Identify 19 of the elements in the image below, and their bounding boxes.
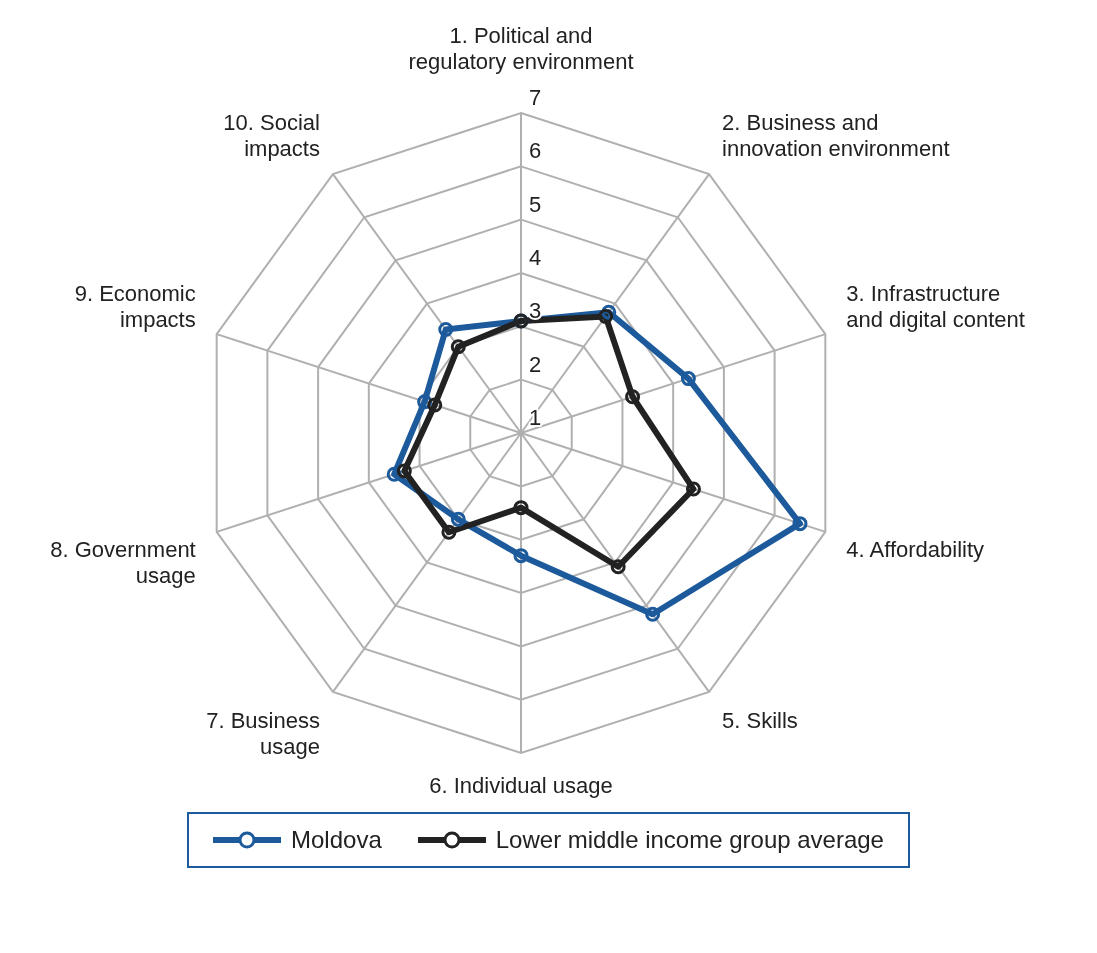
spoke-label: 1. Political and regulatory environment — [408, 23, 634, 74]
y-tick-label: 7 — [528, 85, 542, 110]
legend-label: Lower middle income group average — [495, 826, 884, 854]
spoke-label: 5. Skills — [722, 707, 798, 733]
spoke-label: 6. Individual usage — [429, 773, 613, 798]
y-tick-label: 2 — [528, 351, 542, 377]
spoke-label: 7. Business usage — [206, 707, 320, 759]
y-tick-label: 4 — [528, 245, 542, 270]
y-tick-label: 1 — [528, 405, 542, 430]
spoke-label: 2. Business and innovation environment — [722, 110, 950, 162]
spoke-label: 4. Affordability — [846, 536, 985, 562]
spoke-label: 8. Government usage — [50, 536, 196, 588]
legend-label: Moldova — [291, 826, 382, 854]
spoke-label: 10. Social impacts — [223, 110, 320, 162]
y-tick-label: 5 — [528, 191, 542, 217]
spoke-label: 3. Infrastructure and digital content — [846, 281, 1025, 333]
y-tick-label: 6 — [528, 138, 542, 164]
spoke-label: 9. Economic impacts — [74, 281, 196, 333]
y-tick-label: 3 — [528, 298, 542, 324]
